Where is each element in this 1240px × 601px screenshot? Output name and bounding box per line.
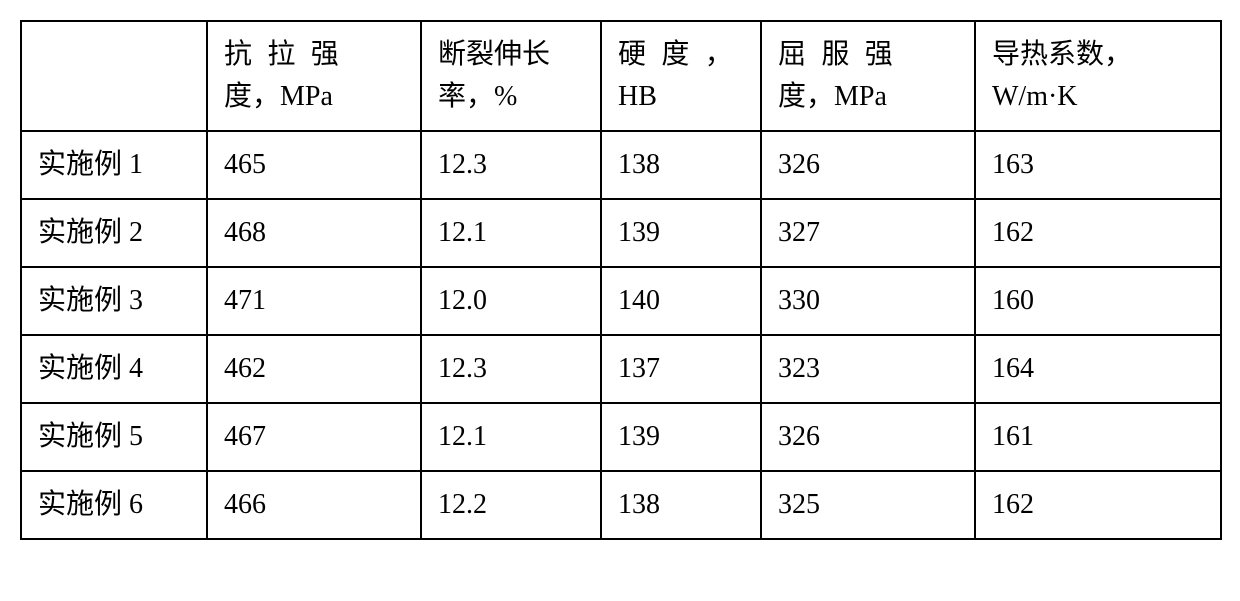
header-cell-elongation: 断裂伸长 率，% (421, 21, 601, 131)
table-row: 实施例 5 467 12.1 139 326 161 (21, 403, 1221, 471)
table-row: 实施例 6 466 12.2 138 325 162 (21, 471, 1221, 539)
cell-value: 138 (601, 131, 761, 199)
header-text: 导热系数， (992, 39, 1132, 70)
header-text: 屈 服 强 (778, 39, 897, 70)
header-text: 硬 度 ， (618, 39, 737, 70)
row-label: 实施例 6 (21, 471, 207, 539)
cell-value: 162 (975, 471, 1221, 539)
cell-value: 467 (207, 403, 421, 471)
header-text: HB (618, 81, 657, 112)
cell-value: 137 (601, 335, 761, 403)
row-label: 实施例 2 (21, 199, 207, 267)
cell-value: 139 (601, 403, 761, 471)
cell-value: 323 (761, 335, 975, 403)
cell-value: 12.3 (421, 131, 601, 199)
header-text: 度，MPa (224, 81, 333, 112)
table-row: 实施例 1 465 12.3 138 326 163 (21, 131, 1221, 199)
cell-value: 160 (975, 267, 1221, 335)
cell-value: 12.1 (421, 199, 601, 267)
row-label: 实施例 5 (21, 403, 207, 471)
cell-value: 12.1 (421, 403, 601, 471)
cell-value: 161 (975, 403, 1221, 471)
cell-value: 12.0 (421, 267, 601, 335)
table-row: 实施例 4 462 12.3 137 323 164 (21, 335, 1221, 403)
cell-value: 471 (207, 267, 421, 335)
header-cell-thermal-conductivity: 导热系数， W/m·K (975, 21, 1221, 131)
cell-value: 462 (207, 335, 421, 403)
row-label: 实施例 1 (21, 131, 207, 199)
header-text: 率，% (438, 81, 517, 112)
header-text: W/m·K (992, 81, 1078, 112)
header-text: 断裂伸长 (438, 39, 550, 70)
cell-value: 162 (975, 199, 1221, 267)
data-table: 抗 拉 强 度，MPa 断裂伸长 率，% 硬 度 ， HB 屈 服 强 度，MP… (20, 20, 1222, 540)
header-cell-yield-strength: 屈 服 强 度，MPa (761, 21, 975, 131)
cell-value: 139 (601, 199, 761, 267)
cell-value: 12.3 (421, 335, 601, 403)
header-cell-tensile-strength: 抗 拉 强 度，MPa (207, 21, 421, 131)
cell-value: 466 (207, 471, 421, 539)
header-text: 度，MPa (778, 81, 887, 112)
cell-value: 327 (761, 199, 975, 267)
cell-value: 325 (761, 471, 975, 539)
cell-value: 326 (761, 131, 975, 199)
cell-value: 140 (601, 267, 761, 335)
cell-value: 12.2 (421, 471, 601, 539)
table-header-row: 抗 拉 强 度，MPa 断裂伸长 率，% 硬 度 ， HB 屈 服 强 度，MP… (21, 21, 1221, 131)
cell-value: 330 (761, 267, 975, 335)
cell-value: 465 (207, 131, 421, 199)
cell-value: 468 (207, 199, 421, 267)
header-cell-empty (21, 21, 207, 131)
cell-value: 138 (601, 471, 761, 539)
row-label: 实施例 3 (21, 267, 207, 335)
row-label: 实施例 4 (21, 335, 207, 403)
table-container: 抗 拉 强 度，MPa 断裂伸长 率，% 硬 度 ， HB 屈 服 强 度，MP… (20, 20, 1220, 540)
header-cell-hardness: 硬 度 ， HB (601, 21, 761, 131)
table-row: 实施例 2 468 12.1 139 327 162 (21, 199, 1221, 267)
header-text: 抗 拉 强 (224, 39, 343, 70)
cell-value: 326 (761, 403, 975, 471)
cell-value: 164 (975, 335, 1221, 403)
table-row: 实施例 3 471 12.0 140 330 160 (21, 267, 1221, 335)
cell-value: 163 (975, 131, 1221, 199)
